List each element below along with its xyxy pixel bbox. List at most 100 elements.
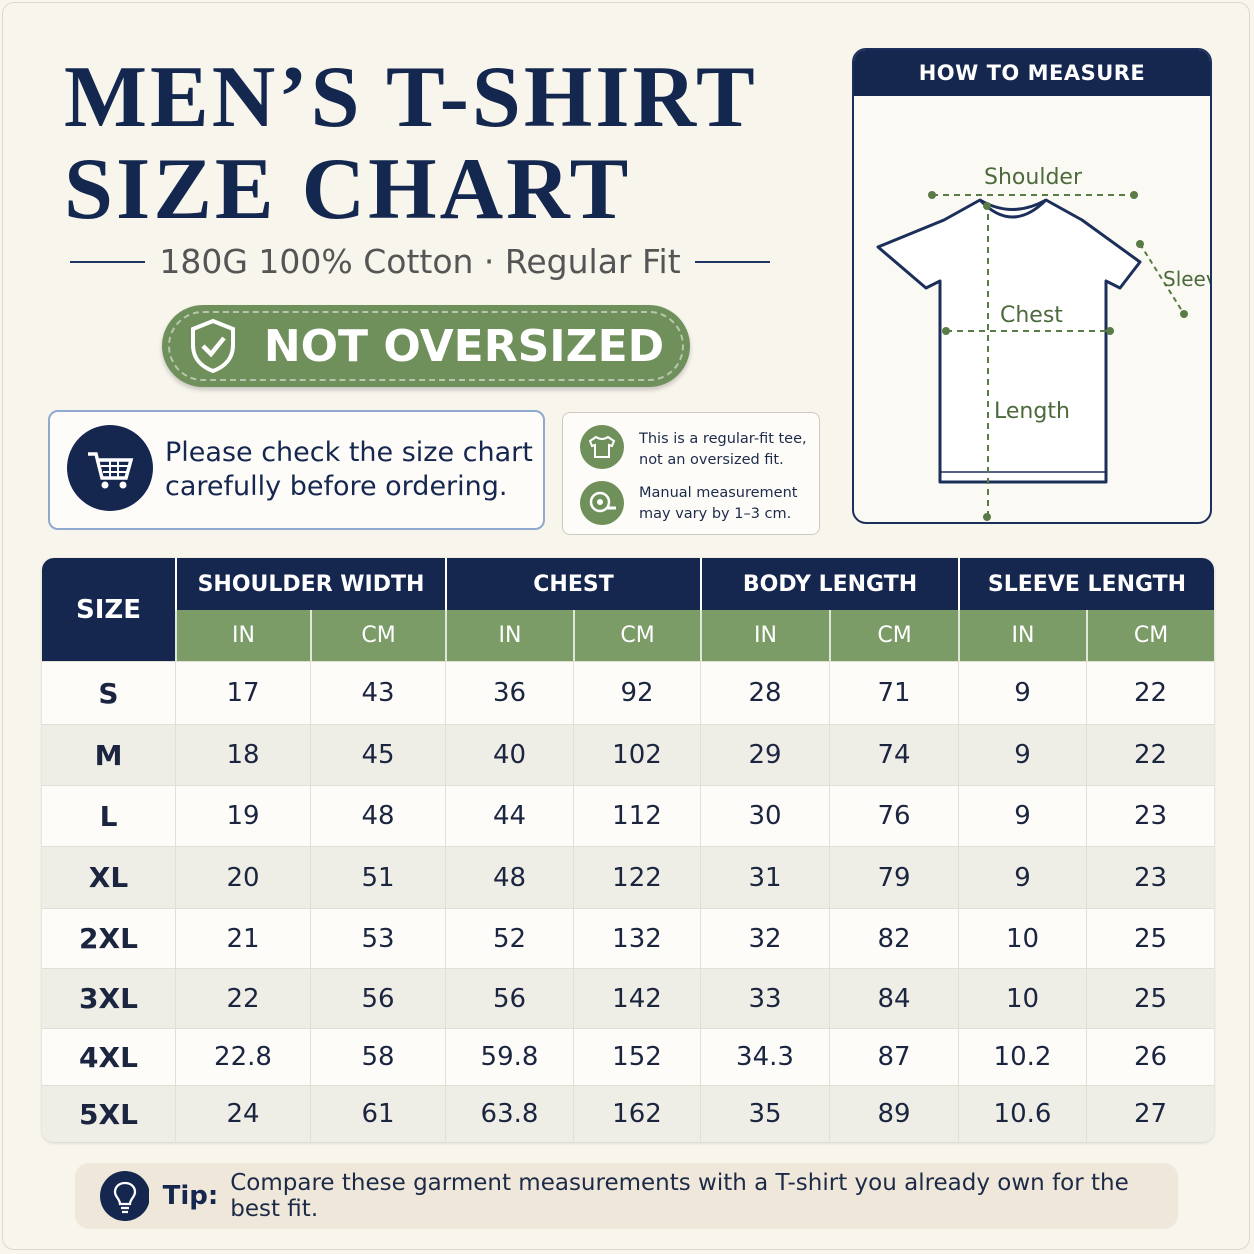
value-cell: 28 — [700, 661, 829, 724]
tip-label: Tip: — [162, 1181, 219, 1211]
value-cell: 76 — [829, 785, 958, 846]
value-cell: 82 — [829, 908, 958, 968]
value-cell: 35 — [700, 1085, 829, 1142]
tip-bar: Tip: Compare these garment measurements … — [75, 1163, 1178, 1229]
notice-text: Please check the size chart carefully be… — [165, 436, 533, 504]
note-line: may vary by 1–3 cm. — [639, 506, 792, 522]
notice-line: Please check the size chart — [165, 437, 533, 468]
unit-header: IN — [445, 610, 573, 661]
table-body: S 17 43 36 92 28 71 9 22 M 18 45 40 102 29 74 9 22 L 19 48 44… — [42, 661, 1214, 1142]
rule — [70, 260, 146, 263]
value-cell: 59.8 — [445, 1028, 573, 1085]
label-shoulder: Shoulder — [984, 165, 1083, 190]
value-cell: 71 — [829, 661, 958, 724]
value-cell: 27 — [1086, 1085, 1214, 1142]
value-cell: 10.2 — [958, 1028, 1086, 1085]
measure-panel: HOW TO MEASURE Shoulder Sleeve Chest Len… — [852, 48, 1212, 524]
size-header: SIZE — [42, 558, 175, 661]
value-cell: 142 — [573, 968, 700, 1028]
tip-text: Compare these garment measurements with … — [230, 1170, 1129, 1222]
value-cell: 9 — [958, 785, 1086, 846]
table-head: SIZE SHOULDER WIDTH CHEST BODY LENGTH SLEEVE… — [42, 558, 1214, 661]
value-cell: 24 — [175, 1085, 310, 1142]
value-cell: 112 — [573, 785, 700, 846]
value-cell: 29 — [700, 724, 829, 785]
value-cell: 10 — [958, 968, 1086, 1028]
notice-box: Please check the size chart carefully be… — [48, 410, 545, 530]
value-cell: 52 — [445, 908, 573, 968]
badge: NOT OVERSIZED — [162, 305, 690, 387]
value-cell: 22 — [1086, 724, 1214, 785]
value-cell: 89 — [829, 1085, 958, 1142]
size-cell: M — [42, 724, 175, 785]
bulb-icon — [100, 1171, 149, 1221]
measure-title: HOW TO MEASURE — [854, 50, 1210, 96]
value-cell: 162 — [573, 1085, 700, 1142]
size-cell: L — [42, 785, 175, 846]
group-header: CHEST — [445, 558, 700, 610]
unit-header: CM — [1086, 610, 1214, 661]
size-row: XL 20 51 48 122 31 79 9 23 — [42, 846, 1214, 908]
value-cell: 10.6 — [958, 1085, 1086, 1142]
value-cell: 74 — [829, 724, 958, 785]
value-cell: 92 — [573, 661, 700, 724]
value-cell: 21 — [175, 908, 310, 968]
value-cell: 63.8 — [445, 1085, 573, 1142]
size-cell: S — [42, 661, 175, 724]
value-cell: 58 — [310, 1028, 445, 1085]
title: MEN’S T-SHIRT — [64, 49, 758, 146]
value-cell: 9 — [958, 661, 1086, 724]
value-cell: 25 — [1086, 968, 1214, 1028]
unit-row: IN CM IN CM IN CM IN CM — [42, 610, 1214, 661]
value-cell: 87 — [829, 1028, 958, 1085]
size-row: 3XL 22 56 56 142 33 84 10 25 — [42, 968, 1214, 1028]
value-cell: 17 — [175, 661, 310, 724]
size-row: L 19 48 44 112 30 76 9 23 — [42, 785, 1214, 846]
group-header: SLEEVE LENGTH — [958, 558, 1214, 610]
value-cell: 53 — [310, 908, 445, 968]
tape-icon — [580, 481, 624, 525]
value-cell: 48 — [310, 785, 445, 846]
value-cell: 56 — [445, 968, 573, 1028]
label-chest: Chest — [1000, 303, 1063, 328]
value-cell: 31 — [700, 846, 829, 908]
shield-icon — [190, 318, 235, 374]
value-cell: 56 — [310, 968, 445, 1028]
unit-header: IN — [700, 610, 829, 661]
size-cell: 4XL — [42, 1028, 175, 1085]
size-cell: XL — [42, 846, 175, 908]
value-cell: 40 — [445, 724, 573, 785]
value-cell: 102 — [573, 724, 700, 785]
value-cell: 26 — [1086, 1028, 1214, 1085]
value-cell: 9 — [958, 724, 1086, 785]
value-cell: 45 — [310, 724, 445, 785]
note-line: This is a regular-fit tee, — [639, 431, 807, 447]
value-cell: 22 — [1086, 661, 1214, 724]
label-length: Length — [994, 399, 1070, 424]
size-cell: 2XL — [42, 908, 175, 968]
note-line: Manual measurement — [639, 485, 798, 501]
value-cell: 32 — [700, 908, 829, 968]
group-header: SHOULDER WIDTH — [175, 558, 445, 610]
unit-header: CM — [310, 610, 445, 661]
size-row: 2XL 21 53 52 132 32 82 10 25 — [42, 908, 1214, 968]
unit-header: IN — [175, 610, 310, 661]
notice-line: carefully before ordering. — [165, 471, 508, 502]
group-row: SIZE SHOULDER WIDTH CHEST BODY LENGTH SLEEVE… — [42, 558, 1214, 661]
value-cell: 36 — [445, 661, 573, 724]
subtitle: 180G 100% Cotton · Regular Fit — [159, 242, 681, 281]
value-cell: 84 — [829, 968, 958, 1028]
value-cell: 44 — [445, 785, 573, 846]
size-row: 5XL 24 61 63.8 162 35 89 10.6 27 — [42, 1085, 1214, 1142]
value-cell: 19 — [175, 785, 310, 846]
value-cell: 9 — [958, 846, 1086, 908]
tshirt-diagram: Shoulder Sleeve Chest Length — [876, 165, 1210, 521]
value-cell: 132 — [573, 908, 700, 968]
rule — [694, 260, 771, 263]
value-cell: 23 — [1086, 785, 1214, 846]
value-cell: 18 — [175, 724, 310, 785]
note: This is a regular-fit tee, not an oversi… — [639, 429, 807, 471]
size-cell: 5XL — [42, 1085, 175, 1142]
